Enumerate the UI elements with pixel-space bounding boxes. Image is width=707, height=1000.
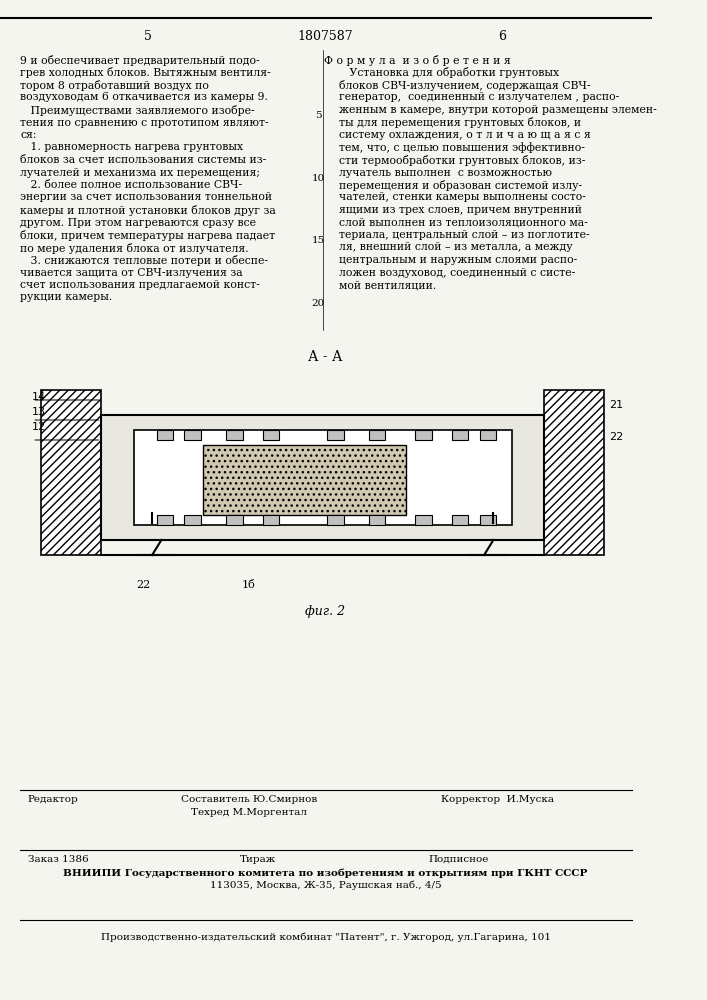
Bar <box>185 430 201 440</box>
Text: Заказ 1386: Заказ 1386 <box>28 855 88 864</box>
Text: 14: 14 <box>32 392 46 402</box>
Text: Редактор: Редактор <box>28 795 78 804</box>
Text: Техред М.Моргентал: Техред М.Моргентал <box>191 808 307 817</box>
Text: ВНИИПИ Государственного комитета по изобретениям и открытиям при ГКНТ СССР: ВНИИПИ Государственного комитета по изоб… <box>64 868 588 878</box>
Text: 113035, Москва, Ж-35, Раушская наб., 4/5: 113035, Москва, Ж-35, Раушская наб., 4/5 <box>210 880 441 890</box>
Text: ящими из трех слоев, причем внутренний: ящими из трех слоев, причем внутренний <box>339 205 583 215</box>
Text: тором 8 отработавший воздух по: тором 8 отработавший воздух по <box>21 80 209 91</box>
Text: женным в камере, внутри которой размещены элемен-: женным в камере, внутри которой размещен… <box>339 105 657 115</box>
Bar <box>479 515 496 525</box>
Text: другом. При этом нагреваются сразу все: другом. При этом нагреваются сразу все <box>21 218 257 228</box>
Text: А - А: А - А <box>308 350 343 364</box>
Bar <box>415 430 431 440</box>
Bar <box>369 430 385 440</box>
Text: 2. более полное использование СВЧ-: 2. более полное использование СВЧ- <box>21 180 243 190</box>
Text: чателей, стенки камеры выполнены состо-: чателей, стенки камеры выполнены состо- <box>339 192 586 202</box>
Text: Составитель Ю.Смирнов: Составитель Ю.Смирнов <box>181 795 317 804</box>
Text: тем, что, с целью повышения эффективно-: тем, что, с целью повышения эффективно- <box>339 142 585 153</box>
Text: ты для перемещения грунтовых блоков, и: ты для перемещения грунтовых блоков, и <box>339 117 581 128</box>
Text: по мере удаления блока от излучателя.: по мере удаления блока от излучателя. <box>21 242 249 253</box>
Bar <box>185 515 201 525</box>
Bar <box>452 430 469 440</box>
Text: фиг. 2: фиг. 2 <box>305 605 346 618</box>
Text: 10: 10 <box>312 174 325 183</box>
Text: 9 и обеспечивает предварительный подо-: 9 и обеспечивает предварительный подо- <box>21 55 260 66</box>
Bar <box>157 515 173 525</box>
Text: тения по сравнению с прототипом являют-: тения по сравнению с прототипом являют- <box>21 117 269 127</box>
Text: блоков СВЧ-излучением, содержащая СВЧ-: блоков СВЧ-излучением, содержащая СВЧ- <box>339 80 591 91</box>
Text: Установка для обработки грунтовых: Установка для обработки грунтовых <box>339 68 559 79</box>
Bar <box>263 515 279 525</box>
Bar <box>369 515 385 525</box>
Bar <box>479 430 496 440</box>
Bar <box>42 390 101 555</box>
Text: камеры и плотной установки блоков друг за: камеры и плотной установки блоков друг з… <box>21 205 276 216</box>
Bar <box>42 390 101 555</box>
Text: грев холодных блоков. Вытяжным вентиля-: грев холодных блоков. Вытяжным вентиля- <box>21 68 271 79</box>
Text: териала, центральный слой – из поглотите-: териала, центральный слой – из поглотите… <box>339 230 590 240</box>
Text: 6: 6 <box>498 30 507 43</box>
Text: воздуховодам 6 откачивается из камеры 9.: воздуховодам 6 откачивается из камеры 9. <box>21 93 268 103</box>
Bar <box>203 445 406 515</box>
Text: энергии за счет использования тоннельной: энергии за счет использования тоннельной <box>21 192 272 202</box>
Bar <box>544 390 604 555</box>
Text: 3. снижаются тепловые потери и обеспе-: 3. снижаются тепловые потери и обеспе- <box>21 255 268 266</box>
Bar <box>157 430 173 440</box>
Bar <box>327 430 344 440</box>
Text: ся:: ся: <box>21 130 37 140</box>
Text: систему охлаждения, о т л и ч а ю щ а я с я: систему охлаждения, о т л и ч а ю щ а я … <box>339 130 591 140</box>
Text: 13: 13 <box>32 407 46 417</box>
Bar <box>134 430 512 525</box>
Text: Ф о р м у л а  и з о б р е т е н и я: Ф о р м у л а и з о б р е т е н и я <box>325 55 511 66</box>
Text: лучатель выполнен  с возможностью: лучатель выполнен с возможностью <box>339 167 552 178</box>
Text: 12: 12 <box>32 422 46 432</box>
Text: 5: 5 <box>144 30 151 43</box>
Text: 22: 22 <box>609 432 623 442</box>
Text: блоки, причем температуры нагрева падает: блоки, причем температуры нагрева падает <box>21 230 276 241</box>
Text: Преимуществами заявляемого изобре-: Преимуществами заявляемого изобре- <box>21 105 255 116</box>
Text: 1. равномерность нагрева грунтовых: 1. равномерность нагрева грунтовых <box>21 142 243 152</box>
Text: 1б: 1б <box>242 580 256 590</box>
Text: центральным и наружным слоями распо-: центральным и наружным слоями распо- <box>339 255 578 265</box>
Text: 21: 21 <box>609 400 623 410</box>
Text: лучателей и механизма их перемещения;: лучателей и механизма их перемещения; <box>21 167 260 178</box>
Text: ля, внешний слой – из металла, а между: ля, внешний слой – из металла, а между <box>339 242 573 252</box>
Bar <box>101 415 544 540</box>
Text: 15: 15 <box>312 236 325 245</box>
Text: чивается защита от СВЧ-излучения за: чивается защита от СВЧ-излучения за <box>21 267 243 277</box>
Text: 1807587: 1807587 <box>298 30 354 43</box>
Text: 20: 20 <box>312 299 325 308</box>
Text: Подписное: Подписное <box>428 855 489 864</box>
Text: Корректор  И.Муска: Корректор И.Муска <box>441 795 554 804</box>
Text: Производственно-издательский комбинат "Патент", г. Ужгород, ул.Гагарина, 101: Производственно-издательский комбинат "П… <box>100 932 551 942</box>
Text: перемещения и образован системой излу-: перемещения и образован системой излу- <box>339 180 583 191</box>
Text: слой выполнен из теплоизоляционного ма-: слой выполнен из теплоизоляционного ма- <box>339 218 588 228</box>
Bar <box>263 430 279 440</box>
Bar <box>226 430 243 440</box>
Bar <box>226 515 243 525</box>
Bar <box>544 390 604 555</box>
Text: сти термообработки грунтовых блоков, из-: сти термообработки грунтовых блоков, из- <box>339 155 585 166</box>
Text: счет использования предлагаемой конст-: счет использования предлагаемой конст- <box>21 280 260 290</box>
Bar <box>203 445 406 515</box>
Bar <box>415 515 431 525</box>
Text: рукции камеры.: рукции камеры. <box>21 292 112 302</box>
Bar <box>452 515 469 525</box>
Text: 22: 22 <box>136 580 150 590</box>
Text: Тираж: Тираж <box>240 855 276 864</box>
Text: блоков за счет использования системы из-: блоков за счет использования системы из- <box>21 155 267 165</box>
Text: 5: 5 <box>315 111 322 120</box>
Bar <box>327 515 344 525</box>
Text: мой вентиляции.: мой вентиляции. <box>339 280 437 290</box>
Text: ложен воздуховод, соединенный с систе-: ложен воздуховод, соединенный с систе- <box>339 267 575 277</box>
Text: генератор,  соединенный с излучателем , распо-: генератор, соединенный с излучателем , р… <box>339 93 619 103</box>
